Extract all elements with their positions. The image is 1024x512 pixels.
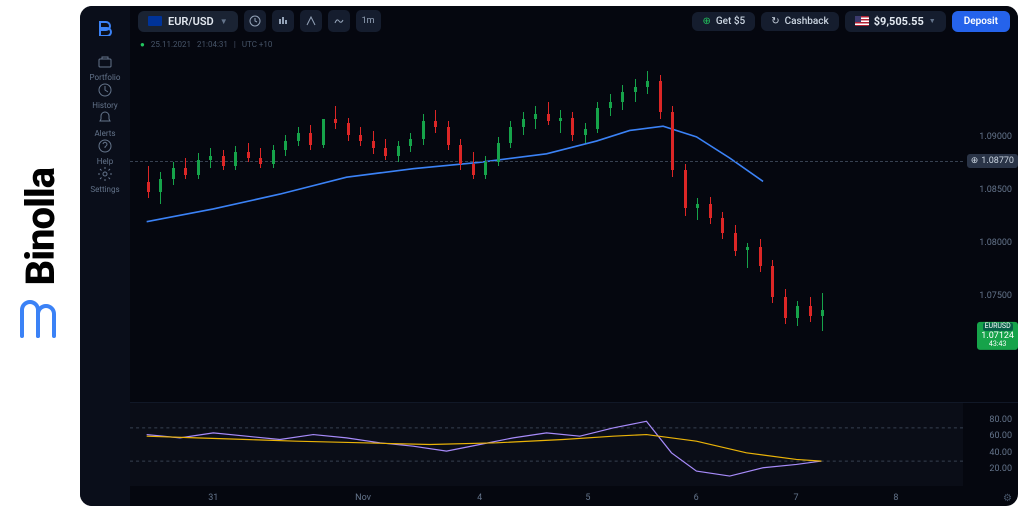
chart-type-tool[interactable] <box>272 10 294 32</box>
y-tick: 1.08000 <box>979 238 1012 248</box>
brand-strip: Binolla <box>0 0 80 512</box>
price-hline <box>130 161 963 162</box>
settings-gear-icon[interactable]: ⚙ <box>1003 493 1012 504</box>
brand-name: Binolla <box>17 168 64 285</box>
ind-y-tick: 80.00 <box>989 415 1012 425</box>
live-price-tag: EURUSD1.0712443:43 <box>977 322 1018 350</box>
status-date: 25.11.2021 <box>151 40 191 49</box>
sidebar-label: Portfolio <box>90 73 121 82</box>
gear-icon <box>97 166 113 182</box>
cursor-price: 1.08770 <box>981 156 1014 166</box>
indicator-panel[interactable]: 80.00 60.00 40.00 20.00 <box>130 402 1018 486</box>
help-icon <box>97 138 113 154</box>
balance-chip[interactable]: $9,505.55 ▼ <box>845 11 946 32</box>
live-symbol: EURUSD <box>983 323 1013 331</box>
indicator-fast-line <box>147 421 822 476</box>
gift-icon: ⊕ <box>702 16 710 27</box>
brand-logo-icon <box>18 300 62 344</box>
sidebar-item-history[interactable]: History <box>90 82 121 110</box>
time-axis: ⚙ 31 Nov 4 5 6 7 8 <box>130 486 1018 506</box>
chevron-down-icon: ▼ <box>220 17 228 26</box>
x-tick: 4 <box>477 493 482 503</box>
get-bonus-button[interactable]: ⊕ Get $5 <box>692 12 755 31</box>
y-tick: 1.07500 <box>979 291 1012 301</box>
app-logo-icon[interactable] <box>93 16 117 40</box>
cashback-button[interactable]: ↻ Cashback <box>761 12 838 31</box>
ind-y-tick: 20.00 <box>989 464 1012 474</box>
main: EUR/USD ▼ 1m ⊕ Get $5 ↻ Cashback $9,505.… <box>130 6 1018 506</box>
indicator-tool[interactable] <box>328 10 350 32</box>
price-chart[interactable]: 1.09000 1.08500 1.08000 1.07500 ⊕1.08770 EURU… <box>130 52 1018 402</box>
crosshair-icon: ⊕ <box>971 156 979 166</box>
bell-icon <box>97 110 113 126</box>
sidebar-item-settings[interactable]: Settings <box>90 166 121 194</box>
pair-selector[interactable]: EUR/USD ▼ <box>138 11 238 32</box>
toolbar: EUR/USD ▼ 1m ⊕ Get $5 ↻ Cashback $9,505.… <box>130 6 1018 36</box>
status-bar: ● 25.11.2021 21:04:31 | UTC +10 <box>130 36 1018 52</box>
sidebar-label: Settings <box>90 185 119 194</box>
indicator-slow-line <box>147 435 822 462</box>
sidebar-label: History <box>92 101 117 110</box>
cashback-icon: ↻ <box>771 16 779 27</box>
get-bonus-label: Get $5 <box>716 16 745 27</box>
sidebar-item-alerts[interactable]: Alerts <box>90 110 121 138</box>
sidebar-item-help[interactable]: Help <box>90 138 121 166</box>
pair-label: EUR/USD <box>168 15 214 28</box>
timeframe-selector[interactable]: 1m <box>356 10 381 32</box>
balance-amount: $9,505.55 <box>874 15 924 28</box>
x-tick: Nov <box>355 493 371 503</box>
clock-icon <box>97 82 113 98</box>
sidebar: Portfolio History Alerts Help Settings <box>80 6 130 506</box>
drawing-tool[interactable] <box>300 10 322 32</box>
status-time: 21:04:31 <box>197 40 228 49</box>
ind-y-tick: 60.00 <box>989 431 1012 441</box>
clock-tool[interactable] <box>244 10 266 32</box>
sidebar-label: Help <box>97 157 113 166</box>
x-tick: 31 <box>208 493 218 503</box>
cashback-label: Cashback <box>785 16 829 27</box>
status-tz: UTC +10 <box>242 40 273 49</box>
y-tick: 1.09000 <box>979 132 1012 142</box>
sidebar-item-portfolio[interactable]: Portfolio <box>90 54 121 82</box>
live-countdown: 43:43 <box>989 341 1006 349</box>
x-tick: 6 <box>694 493 699 503</box>
x-tick: 7 <box>793 493 798 503</box>
y-tick: 1.08500 <box>979 185 1012 195</box>
briefcase-icon <box>97 54 113 70</box>
x-tick: 5 <box>585 493 590 503</box>
ind-y-tick: 40.00 <box>989 448 1012 458</box>
cursor-price-tag: ⊕1.08770 <box>967 154 1018 168</box>
flag-eu-icon <box>148 16 162 26</box>
x-tick: 8 <box>893 493 898 503</box>
flag-us-icon <box>855 16 869 26</box>
deposit-button[interactable]: Deposit <box>952 11 1010 32</box>
sidebar-label: Alerts <box>94 129 115 138</box>
app-frame: Portfolio History Alerts Help Settings EUR/U… <box>80 6 1018 506</box>
chevron-down-icon: ▼ <box>929 17 936 25</box>
